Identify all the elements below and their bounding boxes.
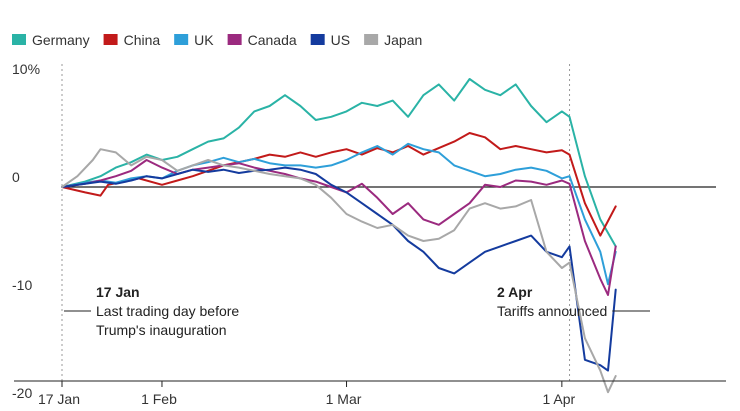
y-tick-label: 10% (12, 61, 40, 77)
series-line-japan (61, 148, 617, 394)
legend: Germany China UK Canada US Japan (12, 32, 422, 48)
annotation-text: Trump's inauguration (96, 322, 227, 338)
legend-item-germany: Germany (12, 32, 90, 48)
legend-swatch (227, 34, 242, 45)
series-line-china (61, 132, 617, 237)
y-tick-label: -20 (12, 385, 32, 401)
y-axis: 10% 0 -10 -20 (12, 61, 40, 401)
legend-label: US (331, 32, 350, 48)
annotation-tariffs: 2 Apr Tariffs announced (497, 284, 650, 319)
legend-swatch (103, 34, 118, 45)
series-line-uk (61, 142, 617, 286)
annotation-inauguration: 17 Jan Last trading day before Trump's ina… (64, 284, 239, 338)
legend-swatch (174, 34, 189, 45)
annotation-date: 2 Apr (497, 284, 533, 300)
legend-label: Germany (32, 32, 90, 48)
legend-label: China (124, 32, 161, 48)
legend-label: UK (194, 32, 214, 48)
x-axis: 17 Jan 1 Feb 1 Mar 1 Apr (38, 381, 576, 407)
legend-swatch (310, 34, 325, 45)
legend-item-japan: Japan (364, 32, 422, 48)
annotation-text: Tariffs announced (497, 303, 607, 319)
annotations: 17 Jan Last trading day before Trump's ina… (64, 284, 650, 338)
legend-item-china: China (103, 32, 161, 48)
series-line-us (61, 166, 617, 372)
legend-swatch (364, 34, 379, 45)
y-tick-label: -10 (12, 277, 32, 293)
series-line-canada (61, 159, 617, 296)
legend-label: Japan (384, 32, 422, 48)
x-tick-label: 1 Feb (141, 391, 177, 407)
legend-label: Canada (248, 32, 297, 48)
annotation-date: 17 Jan (96, 284, 140, 300)
legend-item-uk: UK (174, 32, 214, 48)
x-tick-label: 1 Mar (326, 391, 362, 407)
y-tick-label: 0 (12, 169, 20, 185)
legend-item-canada: Canada (227, 32, 297, 48)
x-tick-label: 17 Jan (38, 391, 80, 407)
legend-item-us: US (310, 32, 350, 48)
x-tick-label: 1 Apr (542, 391, 575, 407)
series-lines (61, 78, 617, 394)
annotation-text: Last trading day before (96, 303, 239, 319)
legend-swatch (12, 34, 26, 45)
